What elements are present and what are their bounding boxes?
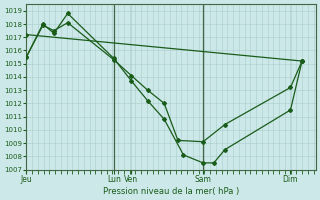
X-axis label: Pression niveau de la mer( hPa ): Pression niveau de la mer( hPa ) [103, 187, 239, 196]
